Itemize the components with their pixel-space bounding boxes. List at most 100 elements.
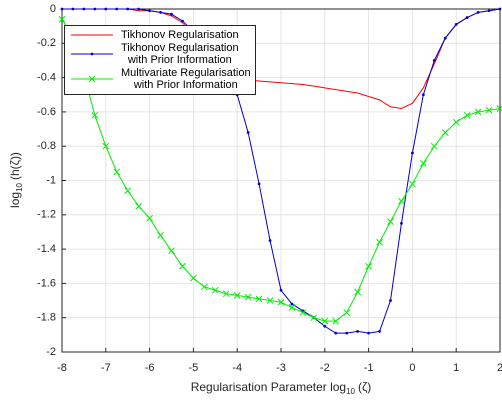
point-marker — [321, 317, 329, 325]
y-tick-label: -1 — [46, 174, 56, 186]
series-line — [62, 8, 501, 109]
point-marker — [126, 7, 130, 11]
point-marker — [279, 288, 283, 292]
point-marker — [91, 111, 99, 119]
y-tick-label: -1.2 — [37, 209, 56, 221]
point-marker — [268, 239, 272, 242]
point-marker — [465, 16, 469, 19]
legend-label: Multivariate Regularisation with Prior I… — [121, 67, 251, 91]
legend-entry: Multivariate Regularisation with Prior I… — [69, 67, 251, 91]
point-marker — [104, 7, 108, 11]
point-marker — [93, 7, 97, 11]
point-marker — [137, 7, 141, 11]
point-marker — [354, 288, 362, 296]
point-marker — [255, 295, 263, 303]
point-marker — [71, 7, 75, 11]
legend-label: Tikhonov Regularisation — [121, 29, 239, 41]
x-tick-label: -5 — [189, 362, 199, 374]
point-marker — [430, 142, 438, 150]
point-marker — [266, 297, 274, 304]
point-marker — [159, 11, 162, 14]
point-marker — [190, 274, 197, 282]
legend-label: Tikhonov Regularisation with Prior Infor… — [121, 42, 239, 66]
point-marker — [299, 309, 307, 316]
point-marker — [332, 317, 340, 325]
point-marker — [146, 214, 153, 222]
point-marker — [168, 247, 175, 255]
x-tick-label: 0 — [409, 362, 415, 374]
legend-swatch — [71, 34, 113, 36]
point-marker — [389, 299, 392, 302]
x-tick-label: 1 — [453, 362, 459, 374]
y-axis-label: log10 (h(ζ)) — [8, 152, 24, 208]
y-tick-label: -1.6 — [37, 277, 56, 289]
y-tick-label: -1.8 — [37, 312, 56, 324]
y-tick-label: -0.2 — [37, 37, 56, 49]
point-marker — [365, 262, 372, 270]
point-marker — [498, 7, 502, 11]
point-marker — [222, 290, 230, 298]
point-marker — [452, 118, 460, 126]
point-marker — [181, 19, 184, 23]
x-tick-label: 2 — [497, 362, 502, 374]
point-marker — [200, 283, 208, 291]
point-marker — [356, 330, 360, 333]
x-label-text: Regularisation Parameter log — [191, 380, 346, 394]
point-marker — [409, 180, 416, 188]
point-marker — [376, 238, 383, 246]
x-tick-label: -1 — [364, 362, 374, 374]
legend-entry: Tikhonov Regularisation with Prior Infor… — [69, 42, 251, 66]
point-marker — [432, 59, 436, 62]
y-tick-label: -0.6 — [37, 106, 56, 118]
point-marker — [211, 286, 219, 294]
point-marker — [398, 197, 405, 205]
y-tick-label: -0.8 — [37, 140, 56, 152]
point-marker — [277, 298, 285, 306]
x-tick-label: -3 — [276, 362, 286, 374]
legend-swatch — [71, 75, 113, 83]
point-marker — [115, 7, 119, 11]
point-marker — [233, 292, 241, 299]
y-label-rest: (h(ζ)) — [8, 152, 22, 180]
point-marker — [476, 11, 480, 14]
x-label-rest: (ζ) — [358, 380, 371, 394]
point-marker — [400, 221, 403, 225]
x-label-sub: 10 — [346, 387, 355, 396]
point-marker — [82, 7, 86, 11]
point-marker — [60, 7, 64, 11]
legend-marker — [90, 52, 94, 56]
point-marker — [102, 142, 110, 150]
point-marker — [334, 331, 338, 335]
x-tick-label: -2 — [320, 362, 330, 374]
point-marker — [246, 131, 250, 134]
point-marker — [170, 12, 173, 16]
point-marker — [411, 151, 414, 155]
point-marker — [441, 129, 449, 136]
point-marker — [135, 202, 143, 210]
point-marker — [113, 168, 121, 176]
x-tick-label: -7 — [101, 362, 111, 374]
y-tick-label: -2 — [46, 346, 56, 358]
point-marker — [487, 9, 491, 13]
y-tick-label: 0 — [50, 3, 56, 15]
y-label-text: log — [8, 192, 22, 208]
x-tick-label: -4 — [232, 362, 242, 374]
point-marker — [148, 9, 152, 13]
point-marker — [58, 15, 66, 23]
point-marker — [421, 93, 425, 97]
point-marker — [367, 331, 370, 335]
legend-marker — [88, 75, 96, 83]
point-marker — [288, 304, 296, 311]
point-marker — [463, 111, 471, 119]
x-tick-label: -8 — [57, 362, 67, 374]
point-marker — [124, 187, 132, 195]
point-marker — [310, 314, 318, 322]
point-marker — [387, 218, 394, 226]
y-tick-label: -0.4 — [37, 72, 56, 84]
point-marker — [419, 159, 427, 167]
point-marker — [179, 262, 186, 270]
legend-entry: Tikhonov Regularisation — [69, 29, 251, 41]
point-marker — [157, 232, 164, 239]
point-marker — [454, 23, 458, 26]
